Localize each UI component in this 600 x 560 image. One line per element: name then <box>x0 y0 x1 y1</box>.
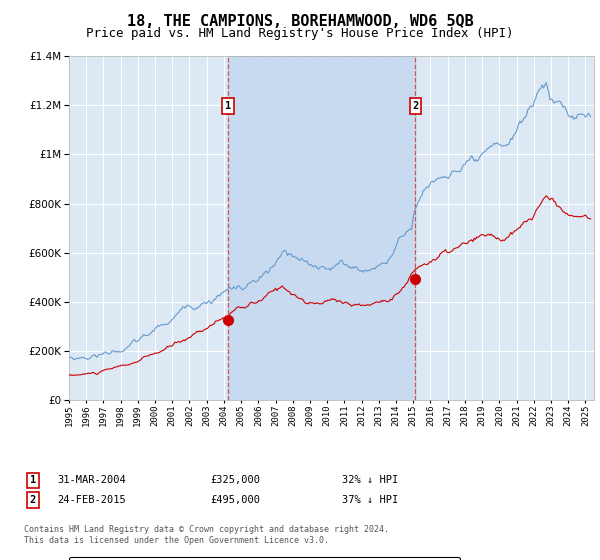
Text: 32% ↓ HPI: 32% ↓ HPI <box>342 475 398 486</box>
Text: £325,000: £325,000 <box>210 475 260 486</box>
Text: 2: 2 <box>412 101 418 111</box>
Text: 2: 2 <box>30 495 36 505</box>
Text: £495,000: £495,000 <box>210 495 260 505</box>
Legend: 18, THE CAMPIONS, BOREHAMWOOD, WD6 5QB (detached house), HPI: Average price, det: 18, THE CAMPIONS, BOREHAMWOOD, WD6 5QB (… <box>69 557 460 560</box>
Text: 37% ↓ HPI: 37% ↓ HPI <box>342 495 398 505</box>
Text: Contains HM Land Registry data © Crown copyright and database right 2024.
This d: Contains HM Land Registry data © Crown c… <box>24 525 389 545</box>
Text: 18, THE CAMPIONS, BOREHAMWOOD, WD6 5QB: 18, THE CAMPIONS, BOREHAMWOOD, WD6 5QB <box>127 14 473 29</box>
Text: 31-MAR-2004: 31-MAR-2004 <box>57 475 126 486</box>
Bar <box>228 56 415 400</box>
Text: 1: 1 <box>30 475 36 486</box>
Text: 24-FEB-2015: 24-FEB-2015 <box>57 495 126 505</box>
Text: 1: 1 <box>225 101 232 111</box>
Text: Price paid vs. HM Land Registry's House Price Index (HPI): Price paid vs. HM Land Registry's House … <box>86 27 514 40</box>
